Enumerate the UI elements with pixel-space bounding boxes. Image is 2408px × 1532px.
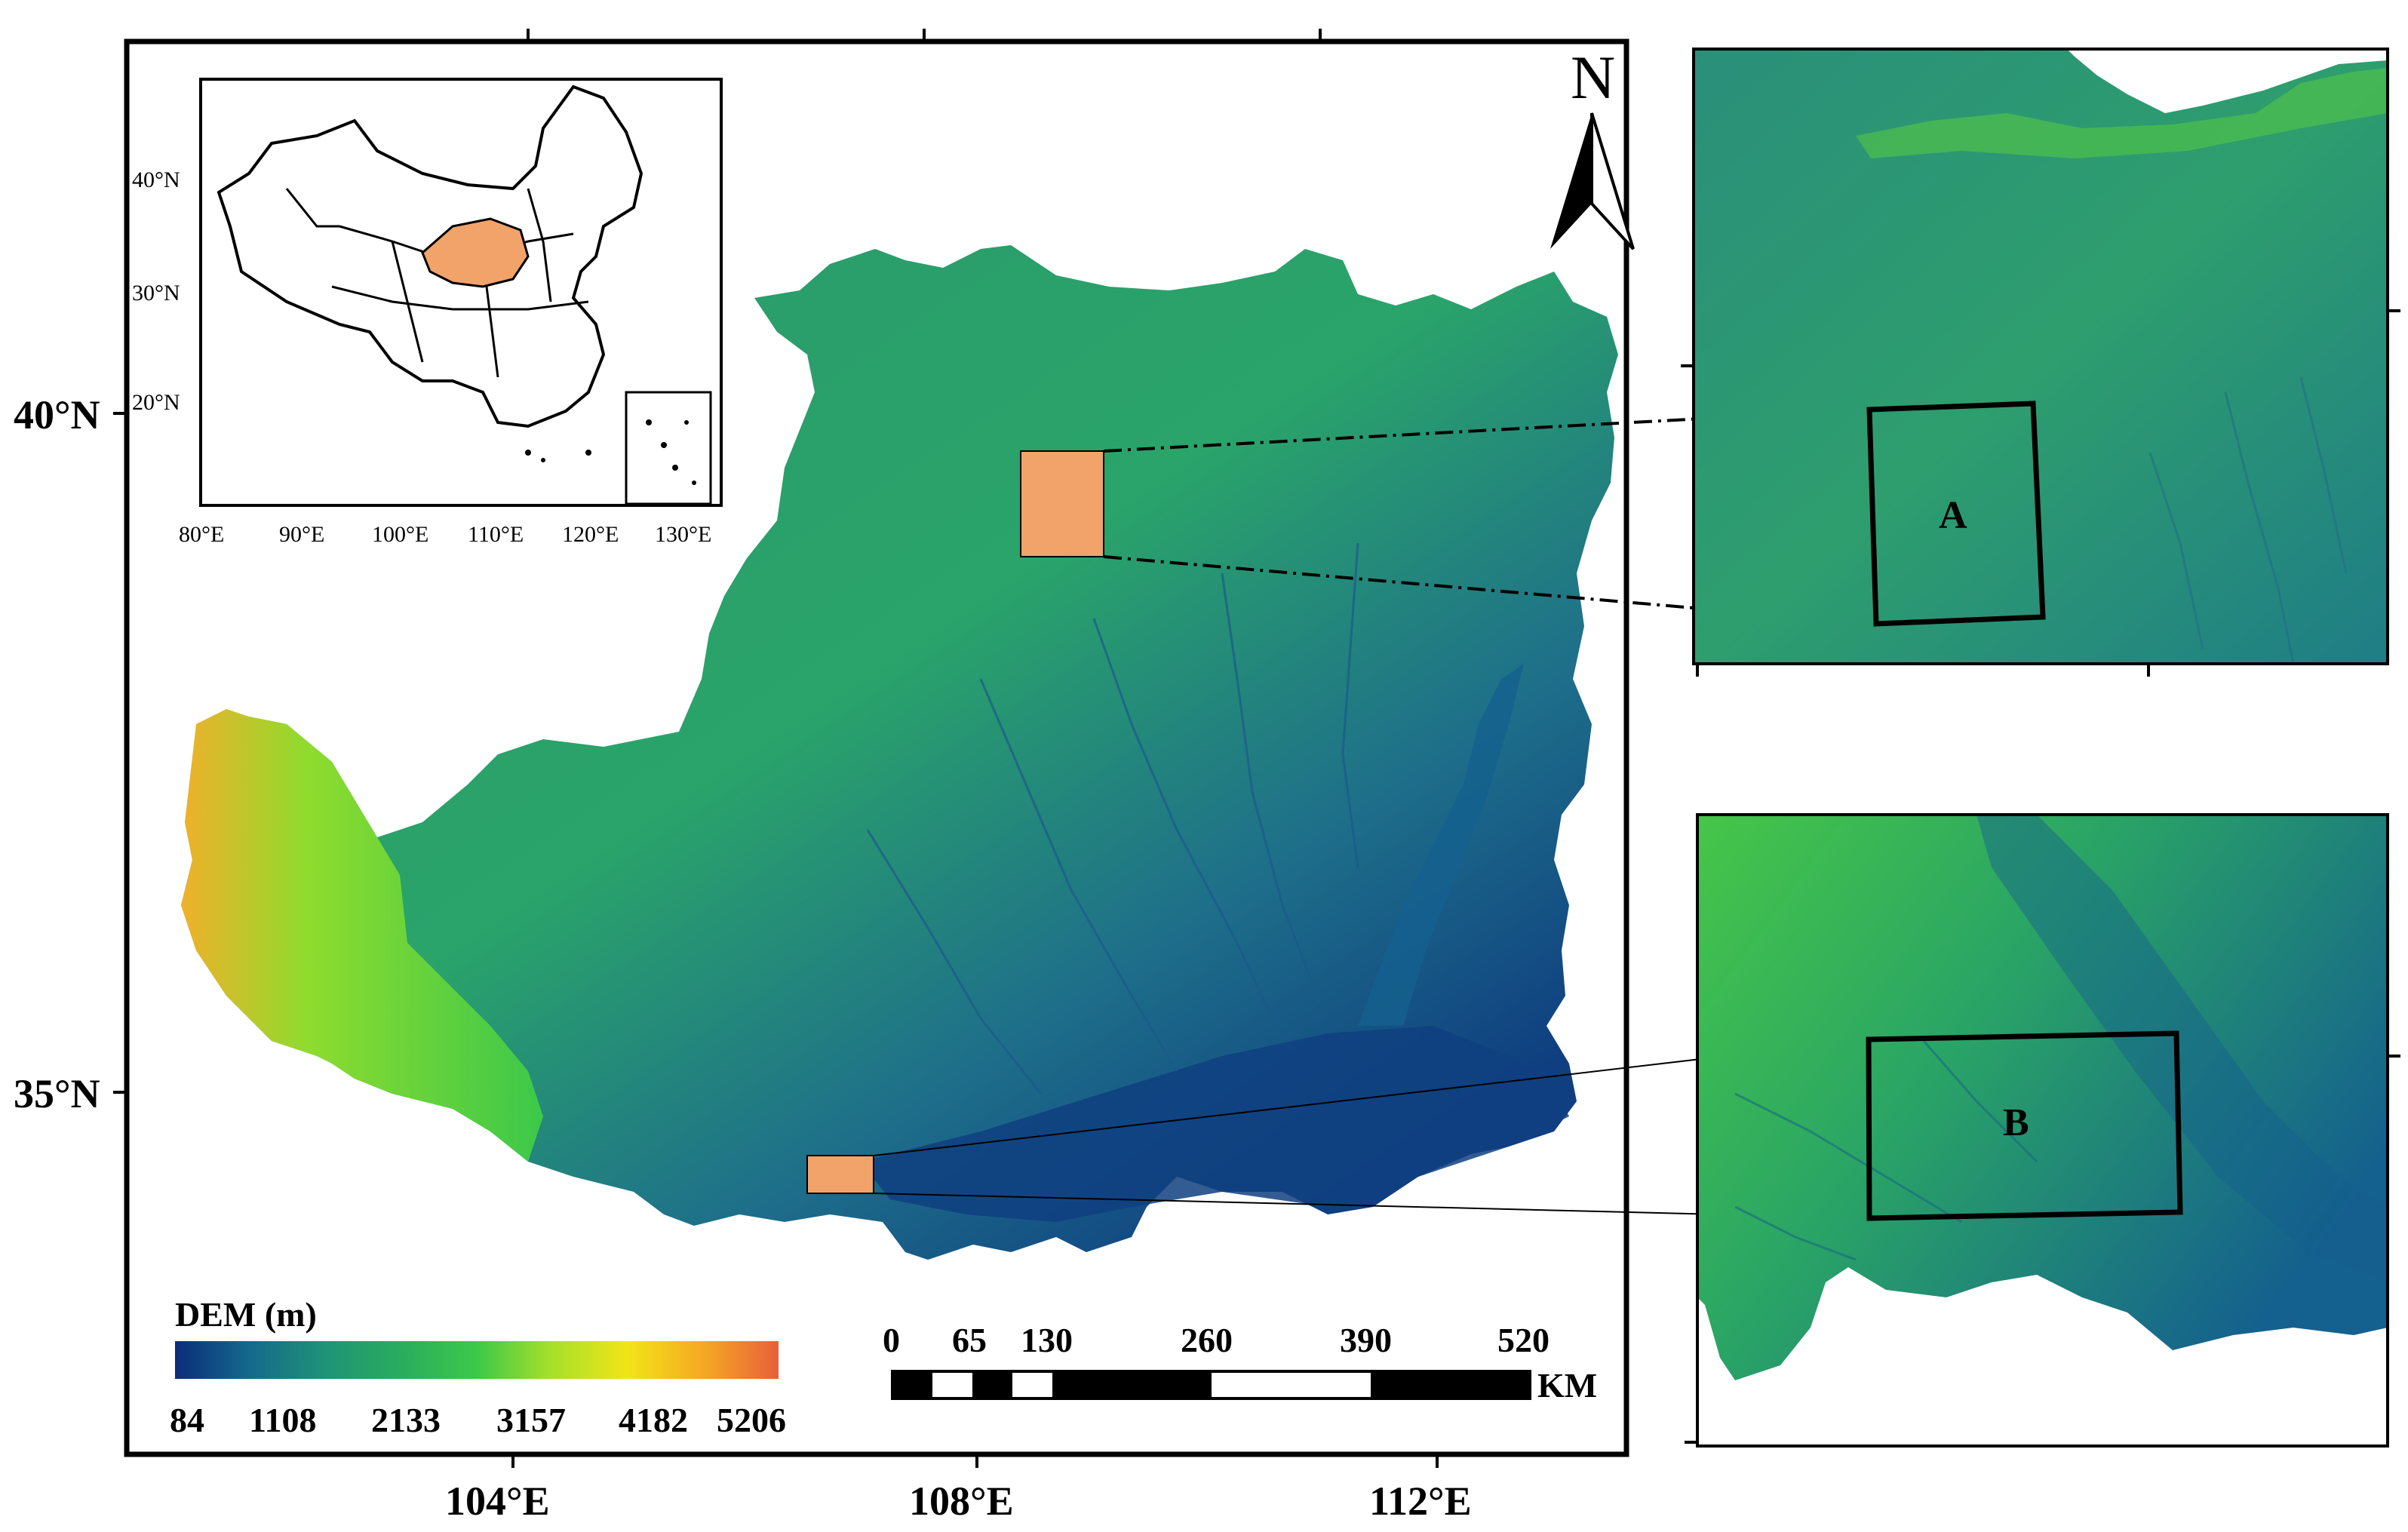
south-china-sea-inset bbox=[625, 391, 712, 505]
legend-title: DEM (m) bbox=[175, 1295, 317, 1334]
zoom-panel-a: A bbox=[1681, 48, 2400, 677]
north-arrow-right-icon bbox=[1590, 112, 1635, 250]
drainage-network bbox=[866, 542, 1359, 1095]
inset-lon-100: 100°E bbox=[372, 522, 428, 547]
scale-tick-0: 0 bbox=[883, 1321, 900, 1359]
panel-a-study-box bbox=[1866, 401, 2046, 627]
legend-tick-4182: 4182 bbox=[619, 1401, 688, 1439]
panel-a-frame bbox=[1692, 48, 2389, 665]
scale-bar-segments bbox=[892, 1371, 1530, 1398]
legend-tick-84: 84 bbox=[170, 1401, 204, 1439]
panel-a-nodata bbox=[2067, 49, 2388, 113]
panel-b-ticks bbox=[1685, 1055, 2400, 1444]
fen-river-valley bbox=[1358, 664, 1524, 1026]
panel-b-gullies bbox=[1734, 1040, 2038, 1261]
loess-region-highlight bbox=[421, 217, 530, 288]
lon-label-108: 108°E bbox=[909, 1478, 1014, 1524]
scale-tick-130: 130 bbox=[1021, 1321, 1073, 1359]
inset-lon-110: 110°E bbox=[468, 522, 524, 547]
western-highlands bbox=[181, 709, 543, 1162]
inset-lon-130: 130°E bbox=[655, 522, 711, 547]
legend-tick-5206: 5206 bbox=[717, 1401, 786, 1439]
legend-tick-2133: 2133 bbox=[371, 1401, 441, 1439]
legend-tick-1108: 1108 bbox=[249, 1401, 316, 1439]
panel-b-label: B bbox=[2003, 1101, 2029, 1144]
inset-lon-90: 90°E bbox=[279, 522, 324, 547]
scale-tick-260: 260 bbox=[1181, 1321, 1233, 1359]
study-area-b-marker bbox=[806, 1155, 874, 1194]
inset-lon-120: 120°E bbox=[562, 522, 619, 547]
scale-tick-65: 65 bbox=[952, 1321, 987, 1359]
panel-a-gullies bbox=[2148, 376, 2348, 665]
main-map: 40°N 35°N 104°E 108°E 112°E bbox=[14, 29, 1877, 1524]
lat-label-40: 40°N bbox=[14, 392, 100, 437]
lat-label-35: 35°N bbox=[14, 1071, 100, 1116]
inset-lat-20: 20°N bbox=[132, 390, 180, 415]
panel-b-study-box bbox=[1866, 1030, 2183, 1221]
inset-lat-30: 30°N bbox=[132, 281, 180, 305]
legend-tick-3157: 3157 bbox=[496, 1401, 566, 1439]
south-china-sea-islands bbox=[525, 419, 696, 485]
panel-a-ridge bbox=[1856, 68, 2388, 158]
scale-tick-390: 390 bbox=[1340, 1321, 1392, 1359]
study-area-a-marker bbox=[1020, 450, 1104, 557]
north-arrow: N bbox=[1550, 43, 1635, 250]
scale-bar: 0 65 130 260 390 520 KM bbox=[883, 1321, 1597, 1405]
inset-lon-80: 80°E bbox=[179, 522, 224, 547]
lon-label-112: 112°E bbox=[1369, 1478, 1472, 1524]
inset-lat-40: 40°N bbox=[132, 167, 180, 192]
panel-b-valley bbox=[1976, 815, 2388, 1282]
dem-legend: DEM (m) 84 1108 2133 3157 4182 5206 bbox=[170, 1295, 786, 1439]
north-label: N bbox=[1571, 43, 1615, 112]
panel-a-label: A bbox=[1939, 494, 1967, 537]
loess-plateau-dem bbox=[181, 245, 1618, 1260]
panel-b-dem bbox=[1697, 815, 2388, 1380]
fenwei-basin bbox=[860, 1026, 1569, 1222]
lon-label-104: 104°E bbox=[445, 1478, 550, 1524]
map-ticks bbox=[113, 29, 1439, 1468]
north-arrow-left-icon bbox=[1550, 113, 1592, 249]
scale-tick-520: 520 bbox=[1497, 1321, 1550, 1359]
panel-a-ticks bbox=[1681, 309, 2400, 677]
scale-unit: KM bbox=[1537, 1366, 1597, 1405]
china-inset: 40°N 30°N 20°N 80°E 90°E 100°E 110°E 120… bbox=[132, 78, 723, 547]
zoom-panel-b: B bbox=[1685, 813, 2400, 1448]
legend-colorbar bbox=[175, 1341, 779, 1379]
panel-b-frame bbox=[1696, 813, 2389, 1448]
